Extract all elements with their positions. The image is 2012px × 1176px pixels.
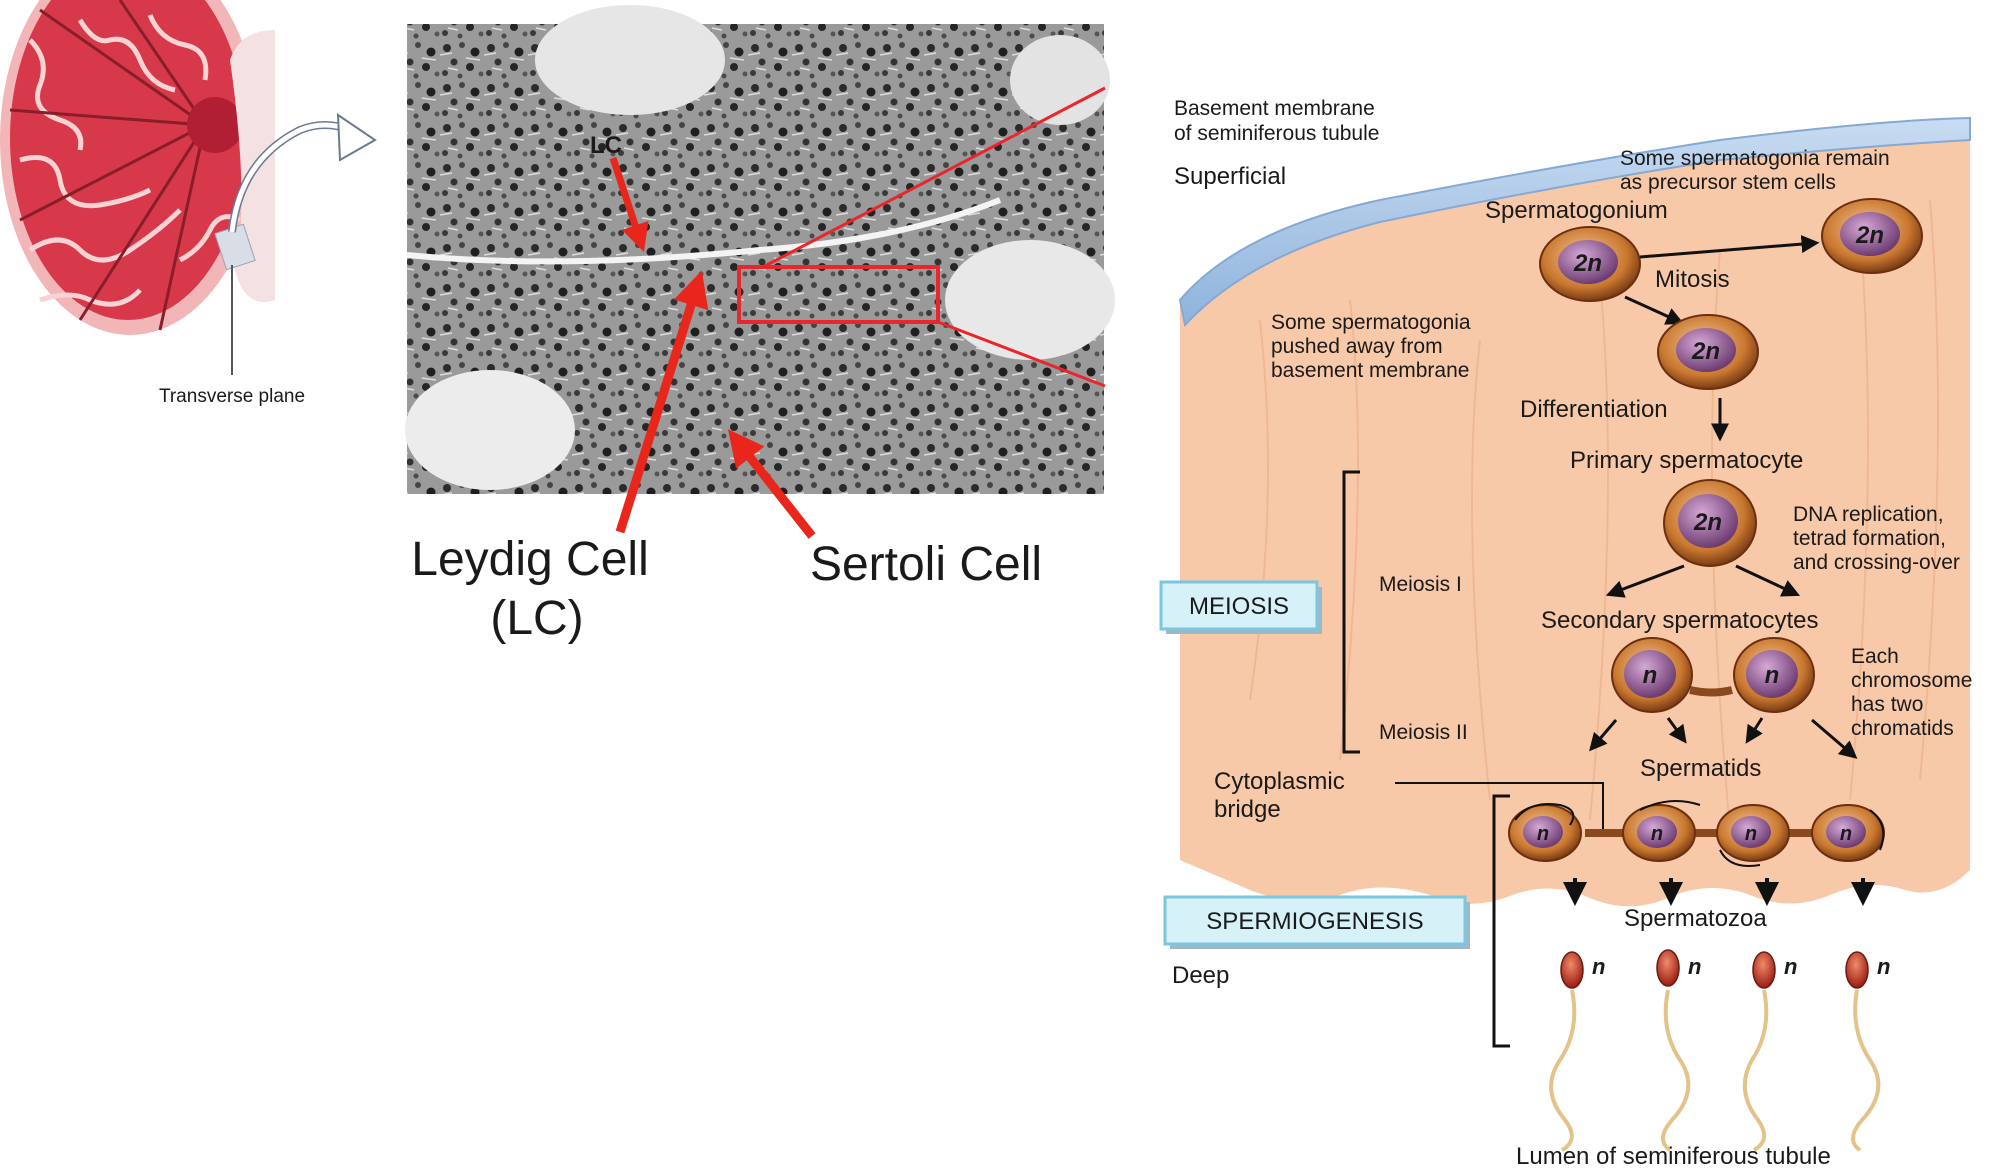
stem-cells-label-2: as precursor stem cells bbox=[1620, 171, 1836, 194]
each-chromosome-label-3: has two bbox=[1851, 693, 1923, 716]
spermatid-cell-4: n bbox=[1811, 804, 1885, 862]
ploidy-label: 2n bbox=[1573, 250, 1602, 277]
interstitial-gap bbox=[406, 197, 1002, 265]
mediastinum-testis bbox=[187, 97, 243, 153]
each-chromosome-label-1: Each bbox=[1851, 645, 1899, 668]
pushed-away-label-1: Some spermatogonia bbox=[1271, 311, 1471, 334]
spermatozoon-1: n bbox=[1549, 951, 1605, 1152]
dna-replication-label-2: tetrad formation, bbox=[1793, 527, 1946, 550]
ploidy-label: 2n bbox=[1691, 338, 1720, 365]
magnification-box bbox=[737, 265, 940, 324]
lumen-top bbox=[535, 5, 725, 115]
histology-micrograph: LC bbox=[405, 5, 1115, 539]
basement-membrane-band bbox=[1178, 116, 1971, 328]
basement-membrane-label-2: of seminiferous tubule bbox=[1174, 122, 1379, 145]
mitosis-arrow-down bbox=[1624, 295, 1685, 325]
lumen-label: Lumen of seminiferous tubule bbox=[1516, 1143, 1831, 1170]
lc-arrow bbox=[609, 156, 649, 252]
leydig-cell-abbrev: (LC) bbox=[490, 592, 583, 645]
secondary-spermatocytes-label: Secondary spermatocytes bbox=[1541, 607, 1818, 634]
stem-cell: 2n bbox=[1821, 198, 1923, 274]
meiosis2-arrow-1 bbox=[1589, 719, 1618, 752]
meiosis-box-label: MEIOSIS bbox=[1189, 593, 1289, 620]
testis-illustration: Transverse plane bbox=[0, 0, 377, 407]
leydig-cell-label: Leydig Cell bbox=[411, 533, 648, 586]
ploidy-label: n bbox=[1592, 954, 1605, 979]
transverse-plane-label: Transverse plane bbox=[159, 386, 305, 407]
cytoplasmic-bridge-leader bbox=[1395, 782, 1604, 835]
zoom-line-lower bbox=[937, 320, 1106, 388]
ploidy-label: n bbox=[1688, 954, 1701, 979]
meiosis-arrow-left bbox=[1605, 564, 1685, 598]
deep-label: Deep bbox=[1172, 962, 1229, 989]
ploidy-label: n bbox=[1651, 823, 1663, 845]
secondary-bridge bbox=[1689, 686, 1733, 697]
ploidy-label: n bbox=[1784, 954, 1797, 979]
lc-tag: LC bbox=[590, 132, 622, 159]
secondary-spermatocyte-cell-left: n bbox=[1611, 637, 1693, 713]
differentiating-spermatogonium-cell: 2n bbox=[1657, 314, 1759, 390]
spermatozoon-3: n bbox=[1742, 951, 1797, 1152]
lumen-top-right bbox=[1010, 35, 1110, 125]
ploidy-label: 2n bbox=[1693, 509, 1722, 536]
secondary-spermatocyte-cell-right: n bbox=[1733, 637, 1815, 713]
meiosis-arrow-right bbox=[1735, 564, 1801, 597]
ploidy-label: n bbox=[1643, 662, 1658, 689]
leydig-arrow bbox=[615, 270, 709, 534]
spermatid-flagella-sketch bbox=[1514, 800, 1885, 867]
lumen-bottom-left bbox=[405, 370, 575, 490]
sertoli-arrow bbox=[727, 429, 816, 539]
zoom-line-upper bbox=[762, 86, 1106, 269]
spermatogonium-cell: 2n bbox=[1539, 226, 1641, 302]
spermatogenesis-diagram: Basement membrane of seminiferous tubule… bbox=[1159, 97, 1972, 1170]
seminiferous-tubule-coils bbox=[19, 14, 242, 307]
each-chromosome-label-4: chromatids bbox=[1851, 717, 1954, 740]
spermatid-cell-1: n bbox=[1508, 804, 1582, 862]
pushed-away-label-2: pushed away from bbox=[1271, 335, 1443, 358]
mitosis-label: Mitosis bbox=[1655, 266, 1730, 293]
spermatid-cell-3: n bbox=[1716, 804, 1790, 862]
meiosis-bracket bbox=[1342, 470, 1360, 754]
meiosis2-arrow-4 bbox=[1811, 718, 1858, 759]
ploidy-label: n bbox=[1840, 823, 1852, 845]
meiosis-i-label: Meiosis I bbox=[1379, 573, 1462, 596]
spermatid-cell-2: n bbox=[1622, 804, 1696, 862]
ploidy-label: n bbox=[1745, 823, 1757, 845]
pushed-away-label-3: basement membrane bbox=[1271, 359, 1469, 382]
dna-replication-label-3: and crossing-over bbox=[1793, 551, 1960, 574]
sertoli-cell-label: Sertoli Cell bbox=[810, 538, 1042, 591]
spermiogenesis-bracket bbox=[1492, 794, 1510, 1048]
differentiation-label: Differentiation bbox=[1520, 396, 1668, 423]
cytoplasmic-bridge-label-2: bridge bbox=[1214, 796, 1281, 823]
dna-replication-label-1: DNA replication, bbox=[1793, 503, 1944, 526]
spermatozoon-4: n bbox=[1845, 951, 1890, 1152]
spermiogenesis-box bbox=[1163, 895, 1467, 946]
superficial-label: Superficial bbox=[1174, 163, 1286, 190]
lumen-right bbox=[945, 240, 1115, 360]
cytoplasmic-bridge-label-1: Cytoplasmic bbox=[1214, 768, 1345, 795]
spermatids-label: Spermatids bbox=[1640, 755, 1761, 782]
meiosis-box bbox=[1159, 580, 1319, 631]
septa-lines bbox=[9, 0, 207, 331]
primary-spermatocyte-label: Primary spermatocyte bbox=[1570, 447, 1803, 474]
ploidy-label: n bbox=[1765, 662, 1780, 689]
spermatozoa-label: Spermatozoa bbox=[1624, 905, 1767, 932]
curved-arrow-fill bbox=[229, 122, 351, 233]
each-chromosome-label-2: chromosome bbox=[1851, 669, 1972, 692]
curved-arrow-head bbox=[336, 113, 377, 162]
meiosis2-arrow-3 bbox=[1745, 717, 1764, 744]
ploidy-label: 2n bbox=[1855, 222, 1884, 249]
spermatogonium-label: Spermatogonium bbox=[1485, 197, 1668, 224]
meiosis-ii-label: Meiosis II bbox=[1379, 721, 1468, 744]
ploidy-label: n bbox=[1537, 823, 1549, 845]
mitosis-arrow-right bbox=[1639, 235, 1820, 259]
spermatozoon-2: n bbox=[1656, 949, 1701, 1152]
meiosis2-arrow-2 bbox=[1666, 717, 1687, 744]
stem-cells-label-1: Some spermatogonia remain bbox=[1620, 147, 1890, 170]
primary-spermatocyte-cell: 2n bbox=[1663, 479, 1757, 567]
ploidy-label: n bbox=[1877, 954, 1890, 979]
spermiogenesis-box-label: SPERMIOGENESIS bbox=[1206, 908, 1423, 935]
basement-membrane-label-1: Basement membrane bbox=[1174, 97, 1375, 120]
